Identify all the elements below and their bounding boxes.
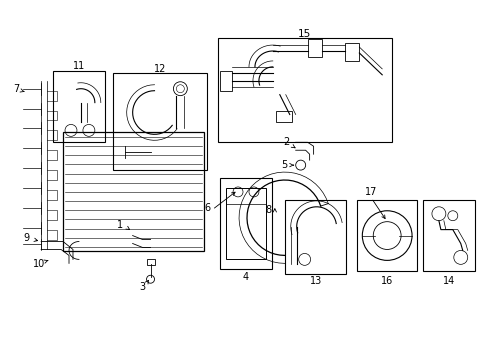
Bar <box>275 111 291 122</box>
Text: 9: 9 <box>23 233 29 243</box>
Text: 16: 16 <box>380 276 392 286</box>
Bar <box>225 188 265 260</box>
Text: 11: 11 <box>73 61 85 71</box>
Text: 13: 13 <box>309 276 321 286</box>
Text: 14: 14 <box>442 276 454 286</box>
Bar <box>53 71 104 142</box>
Bar <box>63 132 204 251</box>
Bar <box>146 260 154 265</box>
Bar <box>345 43 359 61</box>
Text: 10: 10 <box>33 259 45 269</box>
Bar <box>422 200 474 271</box>
Bar <box>113 73 207 170</box>
Text: 8: 8 <box>265 205 271 215</box>
Text: 3: 3 <box>139 282 145 292</box>
Text: 15: 15 <box>297 29 311 39</box>
Text: 5: 5 <box>281 160 287 170</box>
Text: 6: 6 <box>203 203 210 213</box>
Text: 1: 1 <box>116 220 122 230</box>
Bar <box>220 178 271 269</box>
Text: 2: 2 <box>283 137 289 147</box>
Text: 17: 17 <box>365 187 377 197</box>
Bar <box>218 38 391 142</box>
Text: 12: 12 <box>154 64 166 74</box>
Bar <box>220 71 232 91</box>
Text: 4: 4 <box>243 272 248 282</box>
Bar <box>357 200 416 271</box>
Text: 7: 7 <box>13 84 20 94</box>
Bar <box>284 200 346 274</box>
Circle shape <box>173 82 187 96</box>
Bar <box>307 39 321 57</box>
Circle shape <box>176 85 184 93</box>
